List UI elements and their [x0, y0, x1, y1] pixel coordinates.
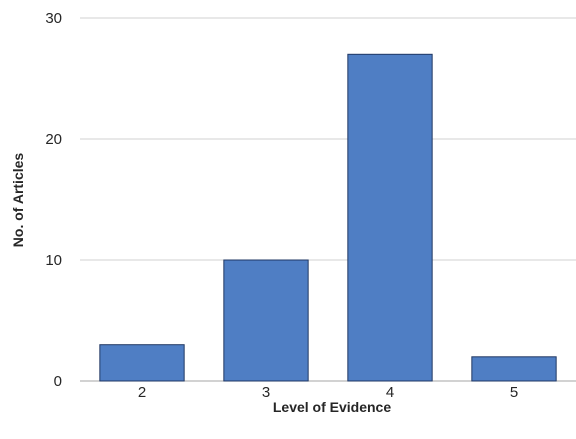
x-tick-label: 4 — [386, 384, 394, 401]
y-tick-labels: 0 10 20 30 — [45, 10, 62, 390]
bar-level-4 — [347, 53, 433, 382]
x-tick-label: 2 — [138, 384, 146, 401]
x-axis-title: Level of Evidence — [273, 399, 391, 415]
y-tick-label: 10 — [45, 252, 62, 269]
y-tick-label: 20 — [45, 131, 62, 148]
x-tick-labels: 2 3 4 5 — [138, 384, 518, 401]
bar-level-2 — [99, 344, 185, 382]
x-tick-label: 3 — [262, 384, 270, 401]
bars — [99, 53, 557, 382]
y-axis-title: No. of Articles — [10, 153, 26, 248]
bar-level-3 — [223, 259, 309, 382]
bar-level-5 — [471, 356, 557, 382]
gridlines — [80, 17, 576, 382]
y-tick-label: 0 — [54, 373, 62, 390]
y-tick-label: 30 — [45, 10, 62, 27]
x-tick-label: 5 — [510, 384, 518, 401]
